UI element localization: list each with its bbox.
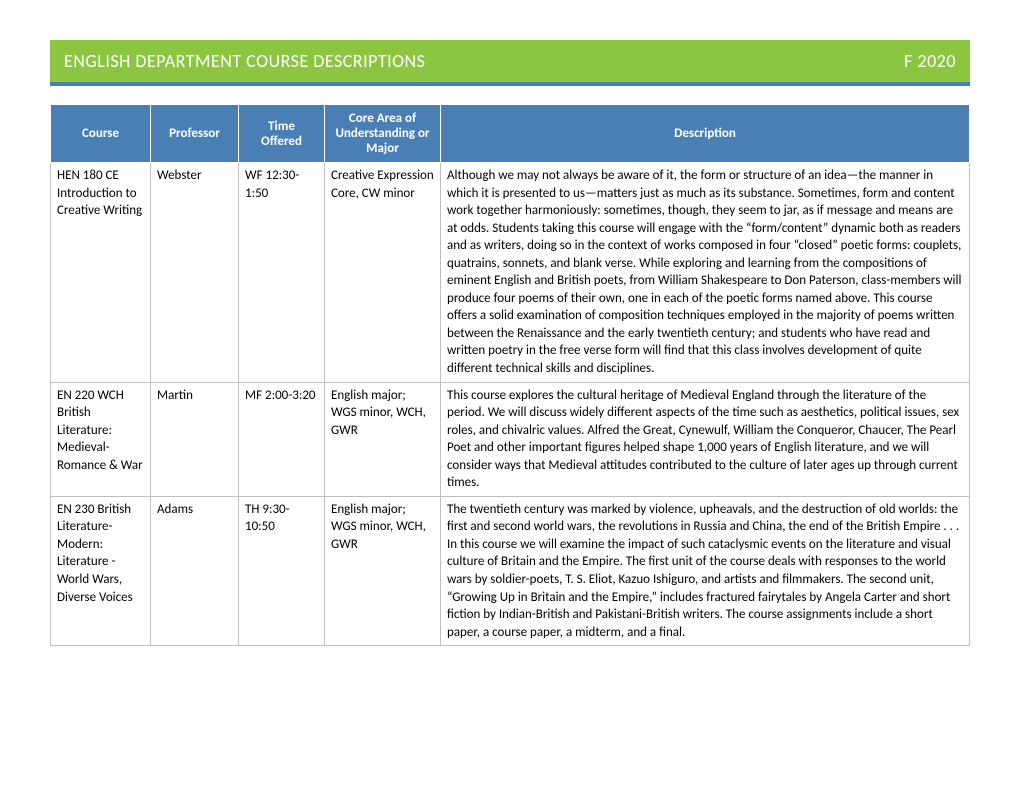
cell-professor: Adams: [151, 496, 239, 645]
cell-professor: Martin: [151, 382, 239, 496]
th-core: Core Area of Understanding or Major: [325, 105, 441, 163]
cell-professor: Webster: [151, 163, 239, 383]
header-title: ENGLISH DEPARTMENT COURSE DESCRIPTIONS: [64, 50, 425, 72]
cell-course: EN 230 British Literature- Modern: Liter…: [51, 496, 151, 645]
cell-course: EN 220 WCH British Literature: Medieval-…: [51, 382, 151, 496]
cell-course: HEN 180 CE Introduction to Creative Writ…: [51, 163, 151, 383]
th-description: Description: [441, 105, 970, 163]
cell-core: English major; WGS minor, WCH, GWR: [325, 496, 441, 645]
table-body: HEN 180 CE Introduction to Creative Writ…: [51, 163, 970, 646]
cell-core: Creative Expression Core, CW minor: [325, 163, 441, 383]
course-table: Course Professor Time Offered Core Area …: [50, 104, 970, 646]
cell-description: This course explores the cultural herita…: [441, 382, 970, 496]
th-course: Course: [51, 105, 151, 163]
cell-time: MF 2:00-3:20: [239, 382, 325, 496]
cell-time: TH 9:30-10:50: [239, 496, 325, 645]
cell-description: Although we may not always be aware of i…: [441, 163, 970, 383]
th-professor: Professor: [151, 105, 239, 163]
table-row: EN 220 WCH British Literature: Medieval-…: [51, 382, 970, 496]
table-row: EN 230 British Literature- Modern: Liter…: [51, 496, 970, 645]
table-row: HEN 180 CE Introduction to Creative Writ…: [51, 163, 970, 383]
cell-description: The twentieth century was marked by viol…: [441, 496, 970, 645]
header-bar: ENGLISH DEPARTMENT COURSE DESCRIPTIONS F…: [50, 40, 970, 86]
table-head: Course Professor Time Offered Core Area …: [51, 105, 970, 163]
th-time: Time Offered: [239, 105, 325, 163]
cell-core: English major; WGS minor, WCH, GWR: [325, 382, 441, 496]
cell-time: WF 12:30-1:50: [239, 163, 325, 383]
header-term: F 2020: [904, 50, 956, 72]
